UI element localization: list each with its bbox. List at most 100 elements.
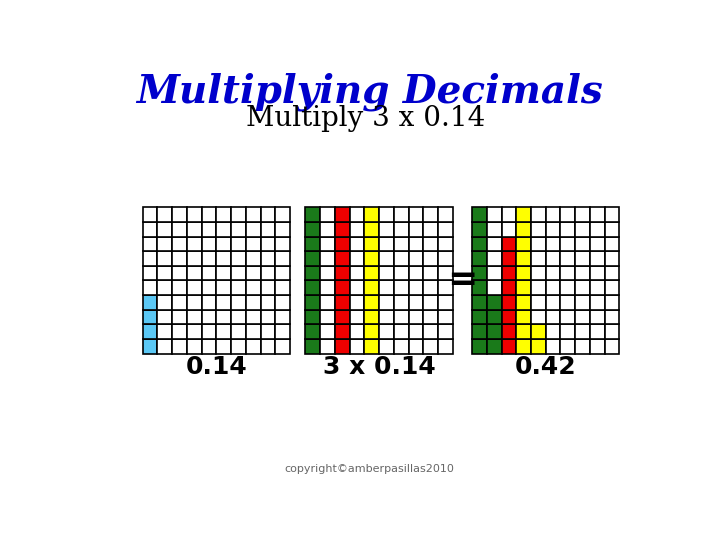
Bar xyxy=(335,251,350,266)
Bar xyxy=(275,325,290,339)
Bar xyxy=(546,251,560,266)
Bar xyxy=(438,251,453,266)
Bar xyxy=(546,266,560,280)
Bar xyxy=(575,251,590,266)
Bar xyxy=(261,295,275,309)
Bar xyxy=(516,295,531,309)
Bar xyxy=(438,237,453,251)
Bar xyxy=(394,309,408,325)
Bar xyxy=(305,222,320,237)
Bar xyxy=(172,325,187,339)
Bar xyxy=(516,251,531,266)
Bar xyxy=(605,251,619,266)
Bar xyxy=(531,339,546,354)
Bar xyxy=(172,251,187,266)
Bar xyxy=(487,237,502,251)
Bar xyxy=(394,266,408,280)
Bar xyxy=(394,251,408,266)
Bar xyxy=(516,237,531,251)
Bar xyxy=(305,339,320,354)
Bar xyxy=(472,222,487,237)
Bar xyxy=(575,339,590,354)
Bar xyxy=(231,295,246,309)
Bar xyxy=(487,280,502,295)
Bar xyxy=(546,280,560,295)
Bar xyxy=(394,207,408,222)
Bar xyxy=(502,222,516,237)
Bar xyxy=(216,237,231,251)
Bar xyxy=(202,280,216,295)
Bar xyxy=(590,222,605,237)
Text: Multiply 3 x 0.14: Multiply 3 x 0.14 xyxy=(246,105,485,132)
Bar xyxy=(394,280,408,295)
Bar xyxy=(379,207,394,222)
Bar xyxy=(172,295,187,309)
Bar xyxy=(575,280,590,295)
Bar xyxy=(202,295,216,309)
Text: =: = xyxy=(447,264,477,298)
Bar xyxy=(231,280,246,295)
Bar xyxy=(423,325,438,339)
Bar xyxy=(202,325,216,339)
Bar xyxy=(487,339,502,354)
Bar xyxy=(172,280,187,295)
Bar xyxy=(364,237,379,251)
Bar xyxy=(408,251,423,266)
Bar xyxy=(231,339,246,354)
Bar xyxy=(379,266,394,280)
Bar xyxy=(364,295,379,309)
Bar xyxy=(605,280,619,295)
Bar xyxy=(261,222,275,237)
Bar xyxy=(143,266,158,280)
Bar xyxy=(305,295,320,309)
Bar xyxy=(408,339,423,354)
Bar xyxy=(590,266,605,280)
Bar xyxy=(502,309,516,325)
Bar xyxy=(408,325,423,339)
Bar xyxy=(216,295,231,309)
Bar xyxy=(560,251,575,266)
Bar xyxy=(423,309,438,325)
Bar xyxy=(216,309,231,325)
Bar xyxy=(320,295,335,309)
Bar xyxy=(394,295,408,309)
Bar xyxy=(575,325,590,339)
Bar xyxy=(335,207,350,222)
Bar xyxy=(187,295,202,309)
Bar xyxy=(364,339,379,354)
Bar xyxy=(158,266,172,280)
Bar xyxy=(320,237,335,251)
Bar xyxy=(143,325,158,339)
Bar xyxy=(423,207,438,222)
Bar xyxy=(590,309,605,325)
Bar xyxy=(364,222,379,237)
Bar xyxy=(320,325,335,339)
Bar xyxy=(143,295,158,309)
Bar xyxy=(275,222,290,237)
Bar xyxy=(246,237,261,251)
Bar xyxy=(394,339,408,354)
Bar xyxy=(172,309,187,325)
Bar xyxy=(546,325,560,339)
Bar xyxy=(364,251,379,266)
Bar xyxy=(546,222,560,237)
Bar xyxy=(172,266,187,280)
Bar xyxy=(158,295,172,309)
Bar xyxy=(438,339,453,354)
Bar xyxy=(305,309,320,325)
Bar xyxy=(560,280,575,295)
Bar xyxy=(320,339,335,354)
Bar xyxy=(350,222,364,237)
Bar xyxy=(605,339,619,354)
Bar xyxy=(408,280,423,295)
Bar xyxy=(364,280,379,295)
Bar xyxy=(320,222,335,237)
Bar xyxy=(560,237,575,251)
Bar xyxy=(172,237,187,251)
Text: 0.14: 0.14 xyxy=(186,355,247,380)
Bar xyxy=(216,266,231,280)
Bar xyxy=(590,339,605,354)
Bar xyxy=(546,237,560,251)
Bar xyxy=(531,222,546,237)
Bar xyxy=(202,237,216,251)
